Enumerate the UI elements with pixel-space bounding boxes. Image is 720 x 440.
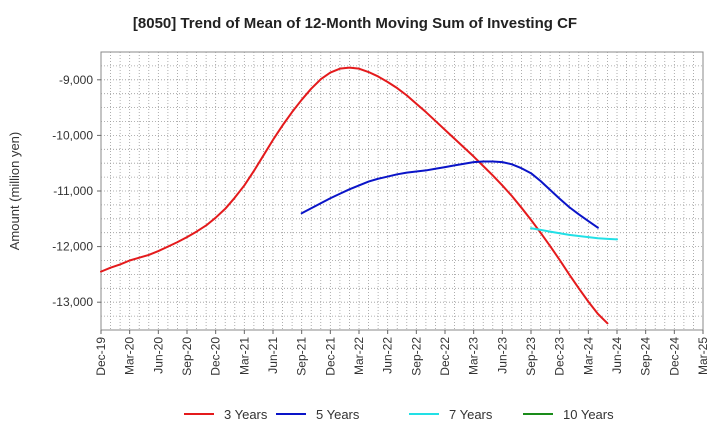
legend-label-10-years: 10 Years <box>563 407 614 422</box>
legend: 3 Years 5 Years 7 Years 10 Years <box>184 407 614 422</box>
series-line-3-years <box>100 66 609 325</box>
chart-title: [8050] Trend of Mean of 12-Month Moving … <box>133 15 577 32</box>
x-tick-label: Mar-25 <box>696 337 710 375</box>
x-tick-label: Dec-19 <box>94 337 108 376</box>
y-tick-label: -13,000 <box>52 295 93 309</box>
x-tick-label: Jun-23 <box>495 337 509 374</box>
x-tick-label: Mar-21 <box>237 337 251 375</box>
x-tick-label: Mar-24 <box>581 337 595 375</box>
x-tick-label: Mar-22 <box>352 337 366 375</box>
series-lines <box>100 66 618 325</box>
x-tick-label: Mar-23 <box>467 337 481 375</box>
y-axis-label: Amount (million yen) <box>7 132 22 251</box>
x-tick-label: Dec-21 <box>323 337 337 376</box>
x-tick-label: Sep-20 <box>180 337 194 376</box>
x-tick-label: Sep-24 <box>639 337 653 376</box>
x-tick-label: Dec-22 <box>438 337 452 376</box>
x-tick-label: Dec-23 <box>553 337 567 376</box>
y-tick-label: -11,000 <box>53 184 93 198</box>
x-tick-label: Jun-21 <box>266 337 280 374</box>
x-tick-label: Dec-20 <box>209 337 223 376</box>
y-tick-label: -10,000 <box>52 128 93 142</box>
series-line-5-years <box>300 160 599 229</box>
x-tick-label: Sep-21 <box>295 337 309 376</box>
y-axis-ticks: -13,000 -12,000 -11,000 -10,000 -9,000 <box>52 73 101 309</box>
x-tick-label: Mar-20 <box>123 337 137 375</box>
x-tick-label: Sep-23 <box>524 337 538 376</box>
y-tick-label: -9,000 <box>59 73 93 87</box>
legend-label-7-years: 7 Years <box>449 407 493 422</box>
x-axis-ticks: Dec-19 Mar-20 Jun-20 Sep-20 Dec-20 Mar-21 Jun-… <box>94 330 710 376</box>
series-line-7-years <box>530 227 618 241</box>
legend-label-5-years: 5 Years <box>316 407 360 422</box>
x-tick-label: Dec-24 <box>667 337 681 376</box>
x-tick-label: Sep-22 <box>409 337 423 376</box>
x-tick-label: Jun-24 <box>610 337 624 374</box>
grid-lines <box>101 52 703 330</box>
y-tick-label: -12,000 <box>52 240 93 254</box>
x-tick-label: Jun-22 <box>381 337 395 374</box>
x-tick-label: Jun-20 <box>151 337 165 374</box>
legend-label-3-years: 3 Years <box>224 407 268 422</box>
